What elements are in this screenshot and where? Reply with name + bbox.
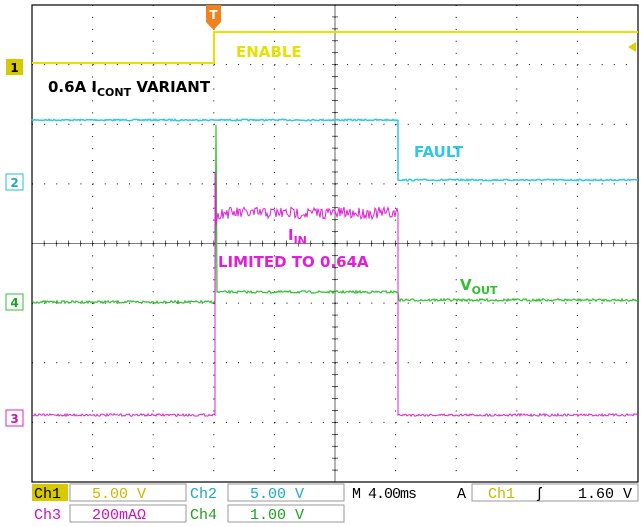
ch2-marker: 2 <box>10 176 18 190</box>
trigger-source: Ch1 <box>488 486 515 503</box>
ch4-scale: 1.00 V <box>250 507 304 524</box>
trigger-box <box>471 483 639 502</box>
ch1-scale: 5.00 V <box>92 486 146 503</box>
ch2-tag: Ch2 <box>190 486 217 503</box>
timebase: M 4.00ms <box>352 486 416 503</box>
ch1-marker-bg <box>6 59 23 75</box>
graticule <box>31 4 639 483</box>
status-bar: Ch1 5.00 V Ch2 5.00 V M 4.00ms A Ch1 ʃ 1… <box>32 483 639 524</box>
ch4-scale-box <box>227 504 345 523</box>
enable-trace <box>32 31 638 64</box>
ch3-scale-box <box>69 504 187 523</box>
vout-label: VOUT <box>460 276 498 297</box>
ch3-marker: 3 <box>10 412 18 426</box>
vout-trace <box>31 124 639 305</box>
iin-trace <box>31 171 639 418</box>
ch4-tag: Ch4 <box>190 507 217 524</box>
ch1-box <box>32 484 68 501</box>
ch4-marker-bg <box>5 293 24 311</box>
ch2-scale-box <box>227 483 345 502</box>
ch4-marker: 4 <box>10 296 18 310</box>
trigger-marker: T <box>209 8 218 22</box>
enable-label: ENABLE <box>236 43 302 61</box>
trigger-level-arrow <box>628 42 636 52</box>
trigger-mode: A <box>457 486 466 503</box>
fault-trace <box>31 118 639 182</box>
ch2-marker-bg <box>5 173 24 191</box>
fault-label: FAULT <box>414 143 464 161</box>
iin-label: IIN <box>288 226 307 247</box>
ch3-scale: 200mAΩ <box>92 507 146 524</box>
ch3-marker-bg <box>5 409 24 427</box>
ch2-scale: 5.00 V <box>250 486 304 503</box>
limited-label: LIMITED TO 0.64A <box>218 253 369 271</box>
ch3-tag: Ch3 <box>34 507 61 524</box>
ch1-scale-box <box>69 483 187 502</box>
ch1-marker: 1 <box>10 61 18 75</box>
variant-label: 0.6A ICONT VARIANT <box>48 78 211 99</box>
ch1-tag: Ch1 <box>34 486 61 503</box>
trigger-edge: ʃ <box>535 486 544 503</box>
waveforms <box>31 31 639 418</box>
trigger-level: 1.60 V <box>578 486 632 503</box>
trigger-marker-bg <box>206 5 221 30</box>
